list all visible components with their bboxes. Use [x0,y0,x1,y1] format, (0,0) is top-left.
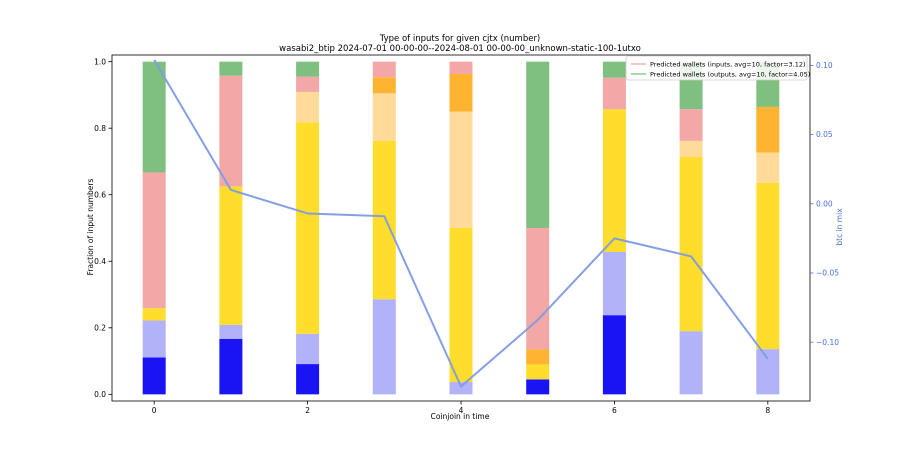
legend-entry-outputs: Predicted wallets (outputs, avg=10, fact… [650,71,810,79]
bar-segment [679,331,703,395]
bar-segment [219,186,243,325]
bar-segment [602,109,626,252]
bar-segment [526,349,550,365]
x-tick-label: 2 [305,406,310,415]
legend-entry-inputs: Predicted wallets (inputs, avg=10, facto… [650,61,806,69]
bar-segment [219,338,243,395]
bar-segment [679,156,703,332]
bar-segment [142,61,166,173]
bar-segment [449,61,473,74]
bar-segment [372,140,396,300]
bar-segment [296,76,320,92]
bar-segment [296,91,320,123]
bar-segment [526,379,550,395]
y2-tick-label: 0.05 [816,130,833,139]
bar-segment [372,299,396,395]
bar-segment [142,320,166,358]
btc-in-mix-line [153,59,769,388]
chart-title-line2: wasabi2_btip 2024-07-01 00-00-00--2024-0… [279,44,641,54]
y-tick-label: 0.8 [94,124,106,133]
y2-tick-label: −0.10 [816,338,839,347]
chart-title-line1: Type of inputs for given cjtx (number) [379,34,541,44]
y2-tick-label: 0.10 [816,61,833,70]
x-tick-label: 4 [459,406,464,415]
bar-segment [296,122,320,334]
bar-segment [449,73,473,112]
bar-segment [219,61,243,76]
y-tick-label: 1.0 [94,57,106,66]
y-tick-label: 0.6 [94,190,106,199]
bar-segment [142,172,166,309]
bar-segment [296,364,320,395]
y-tick-label: 0.0 [94,390,106,399]
bar-segment [602,61,626,78]
bar-segment [679,140,703,157]
legend: Predicted wallets (inputs, avg=10, facto… [625,55,810,81]
bar-segment [296,333,320,365]
bar-segment [756,349,780,395]
bar-segment [526,61,550,229]
bar-segment [526,364,550,380]
y-tick-label: 0.4 [94,257,106,266]
bar-segment [756,106,780,153]
y-tick-label: 0.2 [94,323,106,332]
bar-segment [372,93,396,141]
y2-axis-label: btc in mix [835,208,844,246]
bar-segment [449,111,473,228]
x-tick-label: 0 [152,406,157,415]
bar-segment [449,228,473,383]
bar-segment [372,77,396,94]
y-axis-label: Fraction of input numbers [86,179,95,276]
bar-segment [602,77,626,110]
bar-segment [219,75,243,187]
x-axis-label: Coinjoin in time [431,412,490,421]
bar-segment [756,182,780,350]
x-tick-label: 6 [612,406,617,415]
bar-segment [602,315,626,395]
bar-segment [679,109,703,141]
y2-tick-label: 0.00 [816,199,833,208]
bar-segment [449,382,473,395]
bar-segment [756,152,780,183]
legend-box [625,55,808,81]
bar-segment [372,61,396,78]
bar-segment [296,61,320,77]
y2-tick-label: −0.05 [816,269,839,278]
bar-segment [219,324,243,339]
x-tick-label: 8 [765,406,770,415]
bar-segment [142,357,166,395]
bar-segment [602,251,626,316]
bar-segment [526,228,550,350]
bar-segment [142,308,166,321]
